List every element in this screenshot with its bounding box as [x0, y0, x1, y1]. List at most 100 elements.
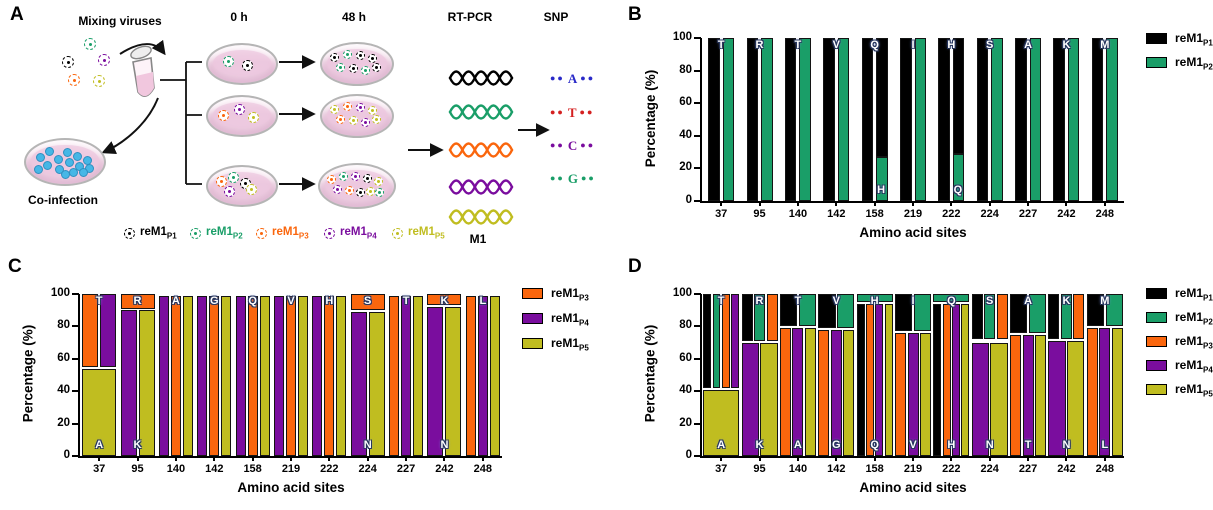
bar-segment-p2 — [856, 294, 893, 303]
bar-segment-p1 — [900, 38, 912, 201]
virus-icon-p2 — [84, 38, 96, 50]
x-tick-mark — [213, 456, 216, 461]
bar-segment-p1 — [703, 294, 712, 388]
snp-dots: ●● — [550, 173, 565, 183]
variant-letter: K — [133, 439, 142, 451]
bar-segment-p2 — [991, 38, 1003, 201]
y-tick-label: 0 — [685, 194, 692, 206]
legend-label-subscript: P1 — [1203, 293, 1213, 303]
virus-core-dot — [245, 63, 249, 67]
variant-letter: R — [755, 39, 764, 51]
virus-icon-p4 — [98, 54, 110, 66]
tube-liquid — [136, 72, 154, 97]
y-axis-title: Percentage (%) — [20, 324, 36, 423]
variant-letter: T — [402, 295, 410, 307]
y-tick-label: 20 — [57, 416, 70, 429]
variant-letter: L — [479, 295, 487, 307]
virus-core-dot — [88, 42, 92, 46]
dna-helix-p5 — [448, 209, 514, 225]
y-tick-mark — [694, 422, 701, 425]
legend-swatch-p3 — [1146, 336, 1167, 347]
virus-core-dot — [363, 68, 367, 72]
y-tick-mark — [694, 37, 701, 39]
virus-core-dot — [97, 79, 101, 83]
cell-dot — [35, 152, 45, 162]
petri-dish-dish-t0-r3 — [206, 165, 278, 207]
y-tick-mark — [694, 200, 701, 202]
bar-segment-p1 — [952, 38, 965, 154]
bar-segment-p3 — [286, 295, 296, 456]
x-tick-label: 222 — [942, 463, 961, 475]
legend-swatch-p5 — [522, 338, 543, 349]
bar-segment-p3 — [350, 294, 385, 311]
snp-dots: ●● — [581, 173, 596, 183]
panel-d-chart: 0 20 40 60 80 100 Percentage (%) T A 37 R K 95 T A 140 V… — [643, 287, 1124, 495]
legend-swatch-p2 — [1146, 312, 1167, 323]
virus-icon-p5 — [247, 111, 259, 123]
variant-letter: N — [440, 439, 449, 451]
arrow-tube-to-coinfection — [101, 97, 159, 155]
virus-core-dot — [374, 117, 378, 121]
variant-letter: I — [911, 295, 915, 307]
virus-core-dot — [370, 56, 374, 60]
bar-segment-p3 — [120, 294, 155, 309]
bar-segment-p5 — [920, 332, 931, 456]
dna-helix-p4 — [448, 179, 514, 195]
legend-label-p1: reM1P1 — [1175, 31, 1213, 48]
virus-core-dot — [370, 108, 374, 112]
y-tick-mark — [72, 455, 79, 457]
virus-icon-p1 — [355, 50, 365, 60]
bar-segment-p5 — [1111, 328, 1123, 456]
variant-letter: K — [440, 295, 449, 307]
x-tick-mark — [136, 456, 139, 461]
legend-swatch-p4 — [522, 313, 543, 324]
bar-segment-p1 — [938, 38, 950, 201]
coinfection-label: Co-infection — [28, 193, 98, 207]
y-tick-label: 40 — [679, 128, 692, 141]
x-tick-mark — [481, 456, 484, 461]
variant-letter: V — [287, 295, 295, 307]
bar-segment-p3 — [427, 294, 462, 306]
virus-core-dot — [231, 175, 235, 179]
virus-core-dot — [251, 115, 255, 119]
virus-icon-p1 — [124, 228, 135, 239]
variant-letter: N — [363, 439, 372, 451]
bar-segment-p1 — [971, 294, 983, 340]
y-tick-label: 40 — [679, 384, 692, 397]
variant-letter: A — [171, 295, 180, 307]
y-tick-label: 100 — [672, 31, 692, 43]
virus-core-dot — [396, 232, 399, 235]
bar-segment-p4 — [477, 295, 488, 456]
dna-helix-p3 — [448, 142, 514, 158]
variant-letter: V — [832, 295, 840, 307]
y-tick-mark — [694, 390, 701, 393]
time-48h-title: 48 h — [341, 10, 366, 24]
bar-segment-p5 — [843, 329, 855, 456]
y-tick-mark — [694, 167, 701, 170]
virus-icon-p2 — [190, 228, 201, 239]
y-tick-label: 0 — [685, 449, 692, 461]
bar-segment-p3 — [465, 295, 476, 456]
bar-segment-p3 — [1086, 328, 1098, 456]
virus-legend-subscript: P1 — [166, 231, 177, 241]
x-tick-mark — [290, 456, 292, 461]
virus-core-dot — [66, 60, 70, 64]
virus-icon-p3 — [256, 228, 267, 239]
variant-letter: T — [95, 295, 103, 307]
bar-segment-p2 — [799, 38, 811, 201]
bar-segment-p2 — [754, 294, 766, 341]
variant-letter: S — [986, 295, 994, 307]
x-tick-mark — [988, 456, 991, 461]
virus-legend-subscript: P4 — [366, 231, 377, 241]
bar-segment-p4 — [830, 329, 842, 456]
bar-segment-p5 — [1035, 334, 1047, 456]
x-tick-mark — [251, 456, 254, 461]
variant-letter: Q — [870, 439, 879, 451]
mixing-viruses-title: Mixing viruses — [78, 14, 162, 28]
virus-core-dot — [353, 174, 357, 178]
virus-icon-p4 — [233, 103, 245, 115]
virus-legend-label-p1: reM1P1 — [140, 226, 177, 241]
x-tick-label: 227 — [1018, 208, 1038, 220]
x-tick-label: 222 — [942, 208, 961, 220]
bar-segment-p4 — [197, 295, 208, 456]
